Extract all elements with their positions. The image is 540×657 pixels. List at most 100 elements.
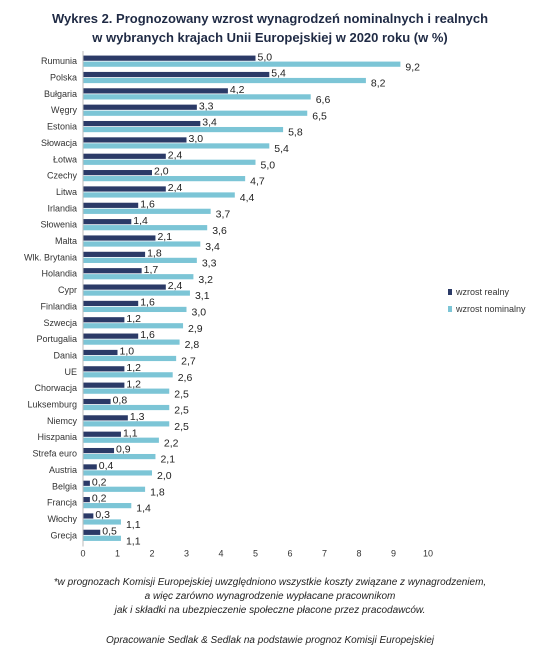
bar-real bbox=[83, 300, 139, 307]
value-label-real: 0,9 bbox=[116, 444, 131, 456]
value-label-real: 0,8 bbox=[113, 395, 128, 407]
value-label-real: 0,2 bbox=[92, 476, 107, 488]
bar-nominal bbox=[83, 372, 173, 378]
chart-title: Wykres 2. Prognozowany wzrost wynagrodze… bbox=[0, 9, 540, 47]
bar-nominal bbox=[83, 208, 211, 214]
category-label: Grecja bbox=[50, 530, 77, 540]
category-label: Luksemburg bbox=[27, 400, 77, 410]
category-label: Austria bbox=[49, 465, 77, 475]
bar-chart: Rumunia 5,0 9,2 Polska 5,4 8,2 Bułgaria 4,2 6,6 W… bbox=[24, 51, 526, 559]
bar-real bbox=[83, 349, 118, 356]
footnote-line3: jak i składki na ubezpieczenie społeczne… bbox=[114, 605, 426, 616]
bar-nominal bbox=[83, 274, 194, 280]
category-label: Strefa euro bbox=[32, 449, 77, 459]
bar-nominal bbox=[83, 241, 201, 247]
category-label: Wlk. Brytania bbox=[24, 252, 77, 262]
value-label-nominal: 5,0 bbox=[261, 159, 276, 171]
value-label-nominal: 2,9 bbox=[188, 323, 203, 335]
value-label-nominal: 2,5 bbox=[174, 421, 189, 433]
chart-title-line1: Wykres 2. Prognozowany wzrost wynagrodze… bbox=[51, 11, 489, 26]
category-label: Czechy bbox=[47, 171, 78, 181]
bar-real bbox=[83, 137, 187, 143]
bar-nominal bbox=[83, 94, 311, 100]
value-label-nominal: 2,5 bbox=[174, 388, 189, 400]
value-label-nominal: 8,2 bbox=[371, 78, 386, 90]
value-label-real: 1,6 bbox=[140, 198, 155, 210]
bar-nominal bbox=[83, 159, 256, 165]
value-label-real: 1,2 bbox=[126, 378, 141, 390]
bar-nominal bbox=[83, 61, 401, 67]
category-label: Szwecja bbox=[43, 318, 77, 328]
value-label-real: 3,0 bbox=[189, 133, 204, 145]
bar-real bbox=[83, 235, 156, 241]
chart-title-line2: w wybranych krajach Unii Europejskiej w … bbox=[92, 30, 448, 45]
x-tick-label: 8 bbox=[356, 549, 361, 559]
value-label-real: 2,4 bbox=[168, 149, 183, 161]
category-label: Rumunia bbox=[41, 56, 77, 66]
category-label: Francja bbox=[47, 498, 77, 508]
x-tick-label: 6 bbox=[287, 549, 292, 559]
bar-nominal bbox=[83, 126, 284, 133]
value-label-real: 1,3 bbox=[130, 411, 145, 423]
value-label-nominal: 4,7 bbox=[250, 176, 265, 188]
category-label: Łotwa bbox=[53, 154, 77, 164]
value-label-nominal: 3,2 bbox=[198, 274, 213, 286]
value-label-real: 1,1 bbox=[123, 427, 138, 439]
value-label-nominal: 6,5 bbox=[312, 110, 327, 122]
bar-real bbox=[83, 120, 201, 127]
bar-real bbox=[83, 480, 90, 486]
value-label-nominal: 2,5 bbox=[174, 405, 189, 417]
category-label: Dania bbox=[53, 350, 77, 360]
footnote-line2: a więc zarówno wynagrodzenie wypłacane p… bbox=[144, 591, 396, 602]
value-label-nominal: 2,7 bbox=[181, 356, 196, 368]
bar-nominal bbox=[83, 192, 235, 198]
footnote: *w prognozach Komisji Europejskiej uwzgl… bbox=[0, 576, 540, 618]
value-label-nominal: 3,0 bbox=[192, 307, 207, 319]
bar-real bbox=[83, 431, 121, 437]
bar-nominal bbox=[83, 388, 170, 394]
category-label: Finlandia bbox=[40, 301, 77, 311]
x-tick-label: 0 bbox=[80, 549, 85, 559]
bar-nominal bbox=[83, 143, 270, 149]
value-label-real: 2,0 bbox=[154, 166, 169, 178]
bar-nominal bbox=[83, 77, 366, 84]
bar-real bbox=[83, 497, 90, 503]
value-label-real: 1,7 bbox=[144, 264, 159, 276]
bar-real bbox=[83, 268, 142, 274]
legend-label: wzrost realny bbox=[455, 287, 510, 297]
category-label: Portugalia bbox=[36, 334, 77, 344]
value-label-real: 3,3 bbox=[199, 100, 214, 112]
value-label-nominal: 2,2 bbox=[164, 437, 179, 449]
legend-label: wzrost nominalny bbox=[455, 304, 526, 314]
value-label-nominal: 2,1 bbox=[160, 454, 175, 466]
bar-real bbox=[83, 398, 111, 405]
bar-real bbox=[83, 529, 101, 535]
value-label-nominal: 5,8 bbox=[288, 127, 303, 139]
value-label-real: 3,4 bbox=[202, 117, 217, 129]
x-tick-label: 9 bbox=[391, 549, 396, 559]
category-label: Cypr bbox=[58, 285, 77, 295]
bar-real bbox=[83, 251, 146, 257]
bar-real bbox=[83, 513, 94, 519]
bar-real bbox=[83, 153, 166, 159]
bar-nominal bbox=[83, 503, 132, 509]
bar-real bbox=[83, 447, 115, 454]
bar-real bbox=[83, 366, 125, 372]
value-label-real: 0,3 bbox=[95, 509, 110, 521]
value-label-real: 1,8 bbox=[147, 247, 162, 259]
bar-real bbox=[83, 55, 256, 61]
value-label-real: 1,6 bbox=[140, 329, 155, 341]
bar-nominal bbox=[83, 290, 190, 296]
value-label-nominal: 4,4 bbox=[240, 192, 255, 204]
x-tick-label: 4 bbox=[218, 549, 223, 559]
value-label-real: 5,4 bbox=[271, 68, 286, 80]
value-label-real: 0,5 bbox=[102, 525, 117, 537]
category-label: Hiszpania bbox=[37, 432, 77, 442]
category-label: Niemcy bbox=[47, 416, 78, 426]
value-label-nominal: 1,1 bbox=[126, 535, 141, 547]
value-label-real: 1,0 bbox=[120, 346, 135, 358]
value-label-nominal: 5,4 bbox=[274, 143, 289, 155]
bar-nominal bbox=[83, 486, 146, 492]
bar-nominal bbox=[83, 519, 121, 525]
value-label-nominal: 1,4 bbox=[136, 503, 151, 515]
